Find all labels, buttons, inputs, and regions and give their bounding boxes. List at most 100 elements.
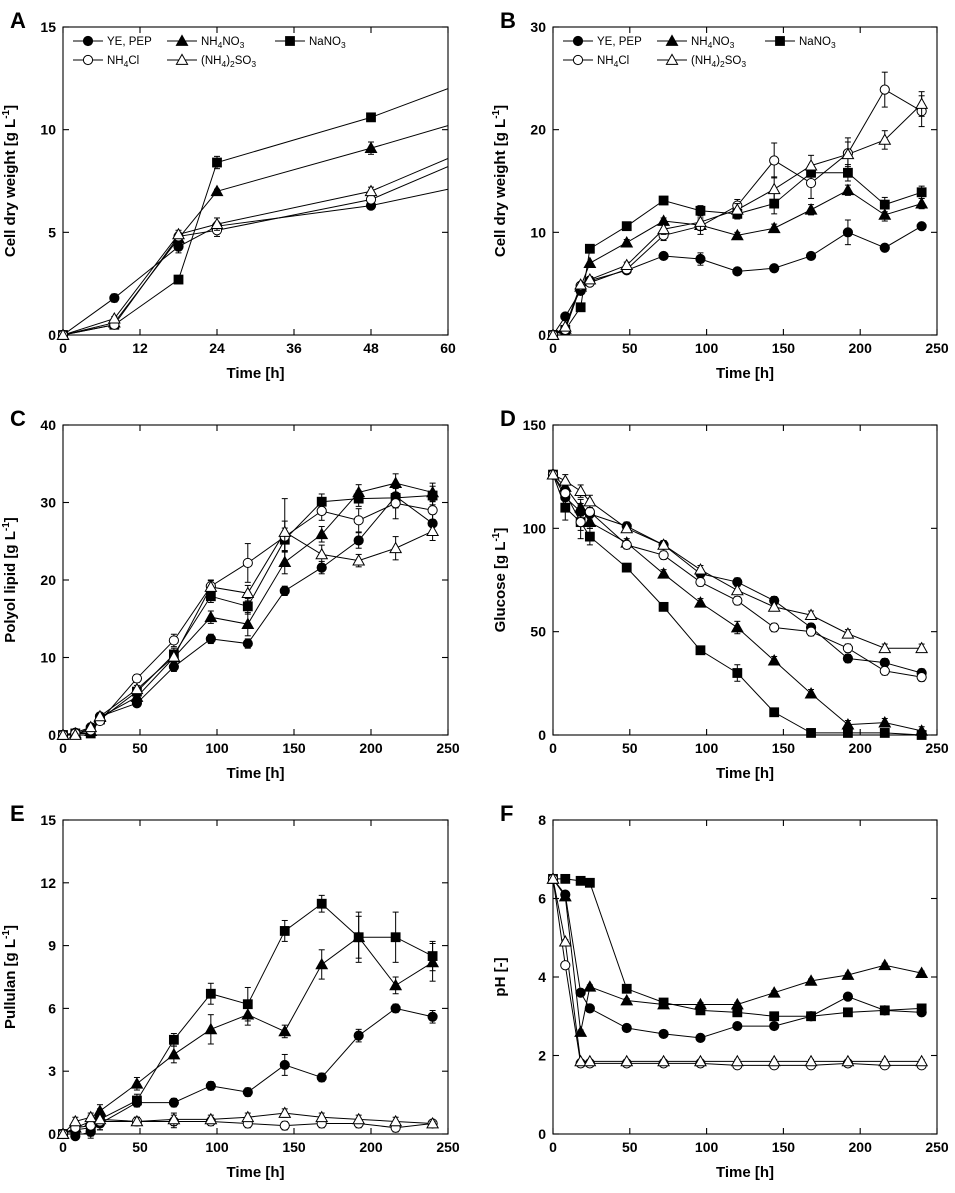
data-point-circle [85, 1120, 96, 1131]
data-point-circle [732, 1020, 743, 1032]
data-point-circle [621, 539, 632, 550]
y-tick-label: 30 [40, 495, 56, 511]
series-line-nh42so3 [553, 103, 922, 335]
data-point-triangle [730, 228, 744, 241]
text-run: NO [222, 36, 239, 48]
x-tick-label: 0 [549, 740, 557, 756]
data-point-square [279, 926, 290, 936]
data-point-circle [109, 292, 120, 304]
series-line-ye [553, 225, 922, 335]
x-tick-label: 50 [622, 340, 638, 356]
x-tick-label: 50 [132, 1139, 148, 1155]
text-run: Cl [128, 55, 139, 67]
data-point-circle [353, 1030, 364, 1041]
x-tick-label: 200 [849, 340, 873, 356]
panel-letter: E [10, 801, 25, 826]
y-tick-label: 0 [538, 327, 546, 343]
legend-label: NH4NO3 [201, 36, 245, 50]
text-run: YE, PEP [107, 36, 152, 48]
x-tick-label: 250 [925, 740, 949, 756]
legend-item-nh4cl: NH4Cl [73, 54, 139, 69]
x-tick-label: 48 [363, 340, 379, 356]
data-point-triangle [583, 272, 597, 285]
data-point-square [285, 36, 295, 46]
data-point-triangle [315, 957, 329, 970]
data-point-circle [575, 517, 586, 528]
data-point-triangle [389, 541, 403, 554]
x-tick-label: 250 [925, 340, 949, 356]
text-run: SO [235, 55, 252, 67]
data-point-square [775, 36, 785, 46]
legend-label: NaNO3 [799, 36, 836, 50]
data-point-square [242, 999, 253, 1010]
x-tick-label: 100 [695, 1139, 719, 1155]
data-point-triangle [574, 1025, 588, 1037]
data-point-triangle [352, 554, 366, 566]
subscript: 2 [230, 59, 235, 69]
data-point-triangle [172, 227, 185, 240]
plot-frame [552, 424, 938, 736]
data-point-circle [279, 1120, 290, 1131]
x-tick-label: 100 [205, 1139, 229, 1155]
data-point-circle [805, 250, 817, 262]
text-run: NO [712, 36, 729, 48]
data-point-circle [353, 515, 364, 526]
data-point-square [205, 988, 216, 999]
x-tick-label: 0 [59, 1139, 67, 1155]
data-point-circle [769, 1020, 780, 1032]
superscript: -1 [1, 522, 12, 531]
data-point-triangle [315, 527, 329, 540]
series-line-nano3 [553, 172, 922, 335]
data-point-circle [695, 1032, 706, 1043]
data-point-triangle [665, 34, 679, 46]
data-point-triangle [694, 215, 707, 227]
data-point-triangle [175, 53, 189, 65]
superscript: -1 [1, 930, 12, 939]
data-point-triangle [657, 222, 671, 235]
data-point-triangle [210, 217, 224, 229]
data-point-circle [842, 653, 854, 664]
data-point-square [695, 1005, 706, 1016]
data-point-triangle [389, 476, 403, 488]
data-point-triangle [730, 997, 744, 1010]
data-point-square [769, 707, 780, 718]
plot-frame [62, 26, 449, 336]
series-line-ye [63, 188, 448, 335]
y-axis-title: Cell dry weight [g L-1] [1, 105, 19, 257]
data-point-triangle [241, 617, 255, 630]
data-point-square [732, 668, 743, 678]
text-run: NaNO [799, 36, 831, 48]
panel-e: E 0 50 100 150 200 250 0 3 6 9 12 15 Time [h] Pullulan… [1, 801, 460, 1181]
data-point-triangle [574, 278, 588, 290]
text-run: ] [2, 517, 19, 522]
data-point-square [173, 274, 184, 285]
data-point-triangle [364, 141, 378, 154]
y-tick-label: 12 [40, 875, 56, 891]
data-point-triangle [204, 1022, 218, 1035]
data-point-square [560, 502, 571, 513]
text-run: ) [716, 55, 720, 67]
data-point-square [769, 1011, 780, 1022]
data-point-square [575, 875, 586, 886]
data-point-circle [584, 506, 595, 517]
subscript: 3 [251, 59, 256, 69]
y-tick-label: 10 [40, 650, 56, 666]
text-run: ) [226, 55, 230, 67]
data-point-triangle [389, 978, 403, 991]
series-line-nano3 [553, 878, 922, 1017]
data-point-triangle [915, 966, 929, 978]
x-axis-title: Time [h] [716, 365, 774, 382]
x-tick-label: 0 [549, 340, 557, 356]
data-point-triangle [841, 968, 855, 980]
data-point-triangle [665, 53, 679, 65]
data-point-triangle [878, 133, 892, 145]
y-tick-label: 30 [530, 19, 546, 35]
panel-d: D 0 50 100 150 200 250 0 50 100 150 Time [h] Glucose… [491, 406, 949, 782]
data-point-circle [560, 488, 571, 499]
x-tick-label: 0 [59, 740, 67, 756]
data-point-triangle [583, 1054, 597, 1067]
subscript: 4 [708, 40, 713, 50]
y-tick-label: 0 [538, 1126, 546, 1142]
data-point-square [658, 601, 669, 612]
